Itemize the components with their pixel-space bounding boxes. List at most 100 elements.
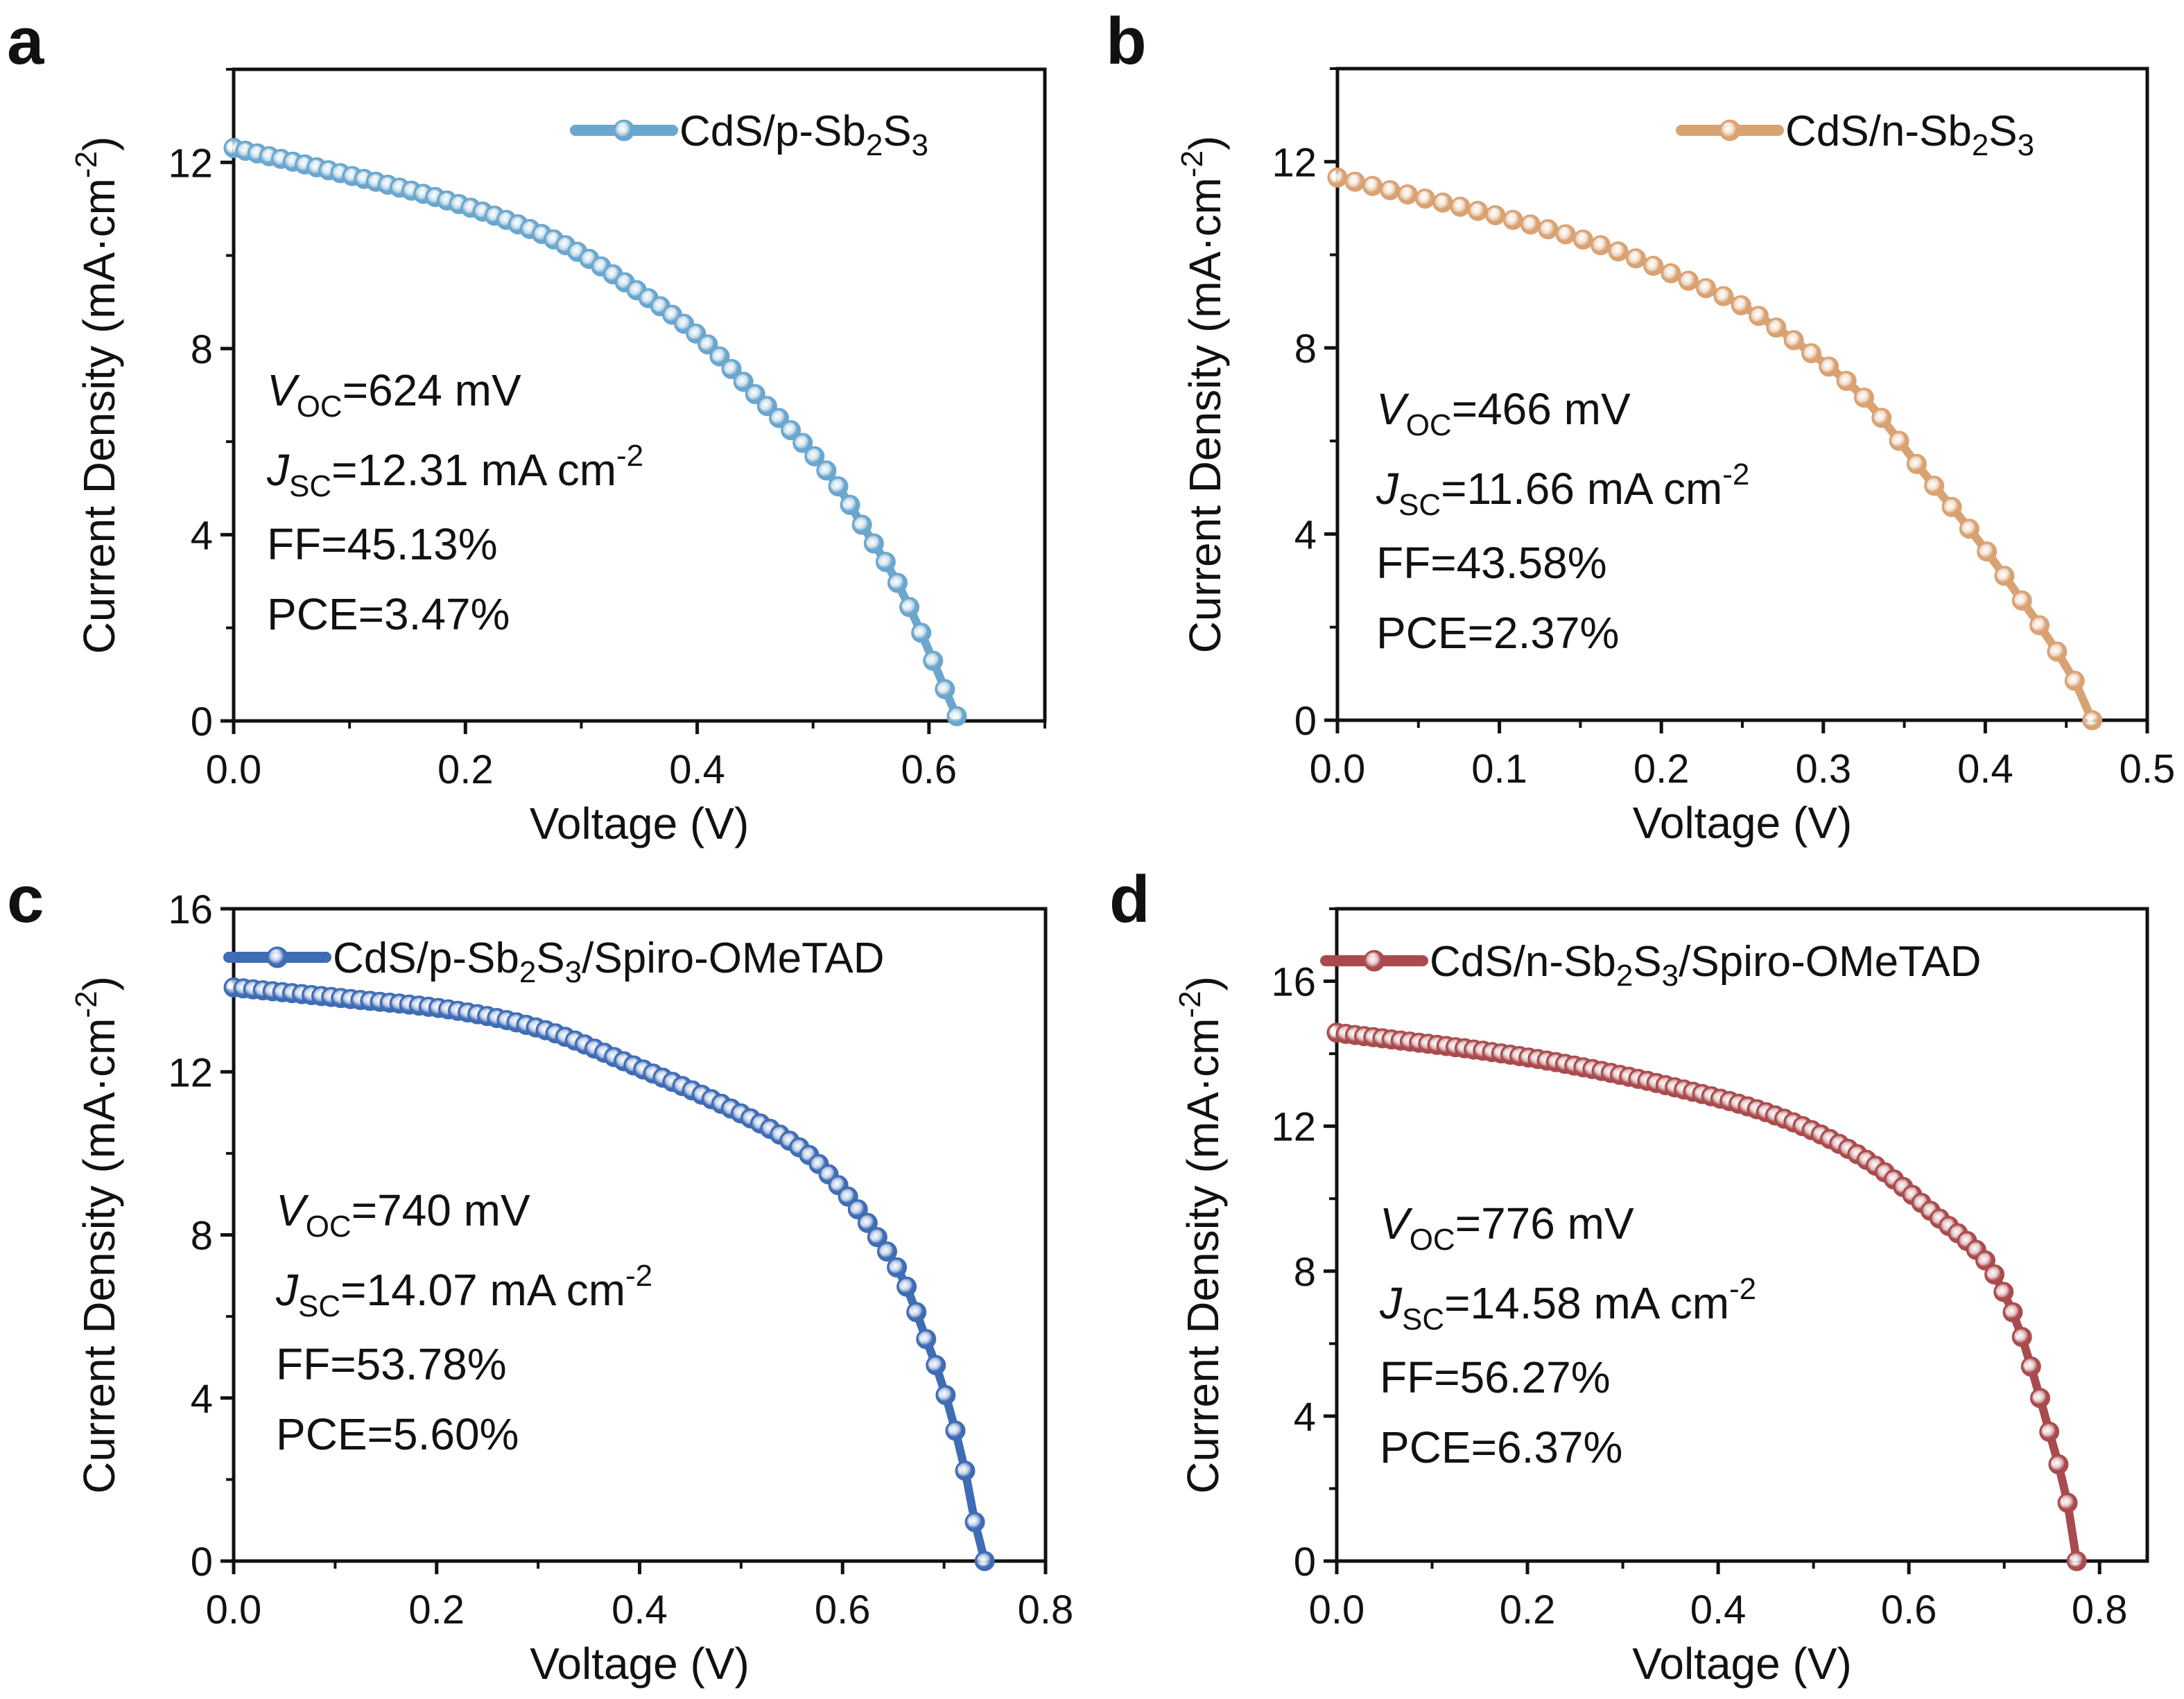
data-point xyxy=(2047,641,2068,662)
data-point xyxy=(877,1241,897,1262)
data-point xyxy=(2066,1551,2087,1571)
legend-label: CdS/p-Sb2S3 xyxy=(679,107,928,162)
y-tick-label: 4 xyxy=(191,1377,213,1422)
jsc-subscript: SC xyxy=(298,1289,340,1323)
data-point xyxy=(923,650,944,671)
data-point xyxy=(1941,496,1962,517)
data-point xyxy=(709,346,730,367)
jsc-superscript: -2 xyxy=(1722,458,1749,491)
series-markers xyxy=(1327,167,2103,731)
legend-text-mid: S xyxy=(536,934,564,982)
legend-text-mid: S xyxy=(1988,107,2017,155)
x-tick-label: 0.2 xyxy=(408,1587,465,1632)
x-tick-label: 0.4 xyxy=(1957,747,2013,792)
x-tick-label: 0.4 xyxy=(669,747,725,792)
series-markers xyxy=(223,977,995,1571)
data-point xyxy=(1854,387,1874,408)
voc-symbol: V xyxy=(1376,384,1410,434)
y-axis-title-paren: ) xyxy=(74,137,124,151)
data-point xyxy=(875,552,896,573)
data-point xyxy=(1344,171,1365,192)
data-point xyxy=(935,1385,956,1406)
metrics-annotation: VOC=776 mV JSC=14.58 mA cm-2 FF=56.27% PCE=… xyxy=(1379,1199,1756,1472)
y-tick-label: 0 xyxy=(191,1540,213,1585)
jsc-subscript: SC xyxy=(289,469,331,503)
data-point xyxy=(847,1199,868,1220)
y-axis-title: Current Density (mA·cm-2) xyxy=(1175,136,1230,654)
x-axis-title: Voltage (V) xyxy=(1633,798,1853,848)
voc-subscript: OC xyxy=(1410,1223,1455,1257)
panel-letter: c xyxy=(7,862,44,936)
x-tick-label: 0.6 xyxy=(1881,1587,1937,1632)
metrics-annotation: VOC=466 mV JSC=11.66 mA cm-2 FF=43.58% PCE=… xyxy=(1376,384,1749,658)
y-tick-label: 4 xyxy=(1294,1395,1316,1440)
legend: CdS/n-Sb2S3 xyxy=(1676,107,2034,162)
legend: CdS/p-Sb2S3 xyxy=(570,107,928,162)
y-axis-title-text: Current Density (mA·cm xyxy=(1178,1018,1228,1494)
data-point xyxy=(1468,200,1488,221)
data-point xyxy=(2030,1388,2050,1409)
x-tick-label: 0.3 xyxy=(1795,747,1851,792)
data-point xyxy=(1871,408,1892,428)
data-point xyxy=(1572,229,1593,250)
metrics-annotation: VOC=740 mV JSC=14.07 mA cm-2 FF=53.78% PCE=… xyxy=(275,1185,652,1459)
data-point xyxy=(2064,670,2085,691)
data-point xyxy=(887,573,908,593)
jsc-subscript: SC xyxy=(1402,1302,1444,1336)
voc-subscript: OC xyxy=(306,1210,352,1244)
data-point xyxy=(911,622,932,643)
data-point xyxy=(1889,430,1909,451)
legend-label: CdS/n-Sb2S3 xyxy=(1785,107,2034,162)
data-point xyxy=(2020,1356,2041,1377)
voc-annotation: VOC=624 mV xyxy=(267,365,521,424)
y-axis-title: Current Density (mA·cm-2) xyxy=(69,976,124,1494)
y-axis-title-sup: -2 xyxy=(69,991,103,1018)
y-tick-label: 0 xyxy=(1294,1540,1316,1585)
legend-marker xyxy=(266,946,288,968)
data-point xyxy=(1520,214,1541,235)
y-axis-title: Current Density (mA·cm-2) xyxy=(1173,976,1228,1494)
y-axis-title-text: Current Density (mA·cm xyxy=(74,178,124,654)
data-point xyxy=(2029,615,2050,636)
legend-label: CdS/p-Sb2S3/Spiro-OMeTAD xyxy=(333,934,885,989)
x-tick-label: 0.6 xyxy=(815,1587,871,1632)
y-tick-label: 16 xyxy=(168,887,213,932)
legend: CdS/n-Sb2S3/Spiro-OMeTAD xyxy=(1320,938,1982,993)
data-point xyxy=(816,460,837,481)
x-tick-label: 0.2 xyxy=(437,747,494,792)
x-tick-label: 0.1 xyxy=(1471,747,1527,792)
y-tick-label: 8 xyxy=(191,1214,213,1259)
voc-value: =624 mV xyxy=(343,365,521,415)
x-tick-label: 0.4 xyxy=(1690,1587,1747,1632)
data-point xyxy=(1783,330,1804,351)
data-point xyxy=(2002,1302,2023,1323)
series-markers xyxy=(1326,1022,2087,1571)
jsc-superscript: -2 xyxy=(1729,1272,1756,1306)
legend-marker xyxy=(1363,950,1385,972)
legend-text-tail: /Spiro-OMeTAD xyxy=(1679,938,1981,986)
data-point xyxy=(935,679,955,699)
data-point xyxy=(1975,1250,1995,1271)
legend-marker xyxy=(1719,119,1741,141)
y-axis-title-text: Current Density (mA·cm xyxy=(1180,177,1230,653)
voc-subscript: OC xyxy=(297,390,343,424)
legend-subscript: 3 xyxy=(2018,128,2034,162)
y-tick-label: 12 xyxy=(168,141,213,186)
data-point xyxy=(1984,1264,2005,1284)
data-point xyxy=(1731,295,1751,315)
metrics-annotation: VOC=624 mV JSC=12.31 mA cm-2 FF=45.13% PCE=… xyxy=(266,365,643,639)
pce-annotation: PCE=5.60% xyxy=(276,1409,519,1459)
legend-subscript: 3 xyxy=(1662,959,1679,993)
jsc-symbol: J xyxy=(266,445,290,495)
data-point xyxy=(896,1276,917,1297)
voc-value: =740 mV xyxy=(352,1185,530,1235)
data-point xyxy=(2048,1454,2069,1474)
data-point xyxy=(955,1461,976,1481)
x-axis-title: Voltage (V) xyxy=(530,799,749,848)
legend-subscript: 3 xyxy=(912,128,928,162)
legend: CdS/p-Sb2S3/Spiro-OMeTAD xyxy=(223,934,885,989)
y-axis-title-paren: ) xyxy=(1178,976,1228,991)
data-point xyxy=(1713,286,1734,306)
x-tick-label: 0.2 xyxy=(1500,1587,1556,1632)
data-point xyxy=(2039,1422,2060,1442)
